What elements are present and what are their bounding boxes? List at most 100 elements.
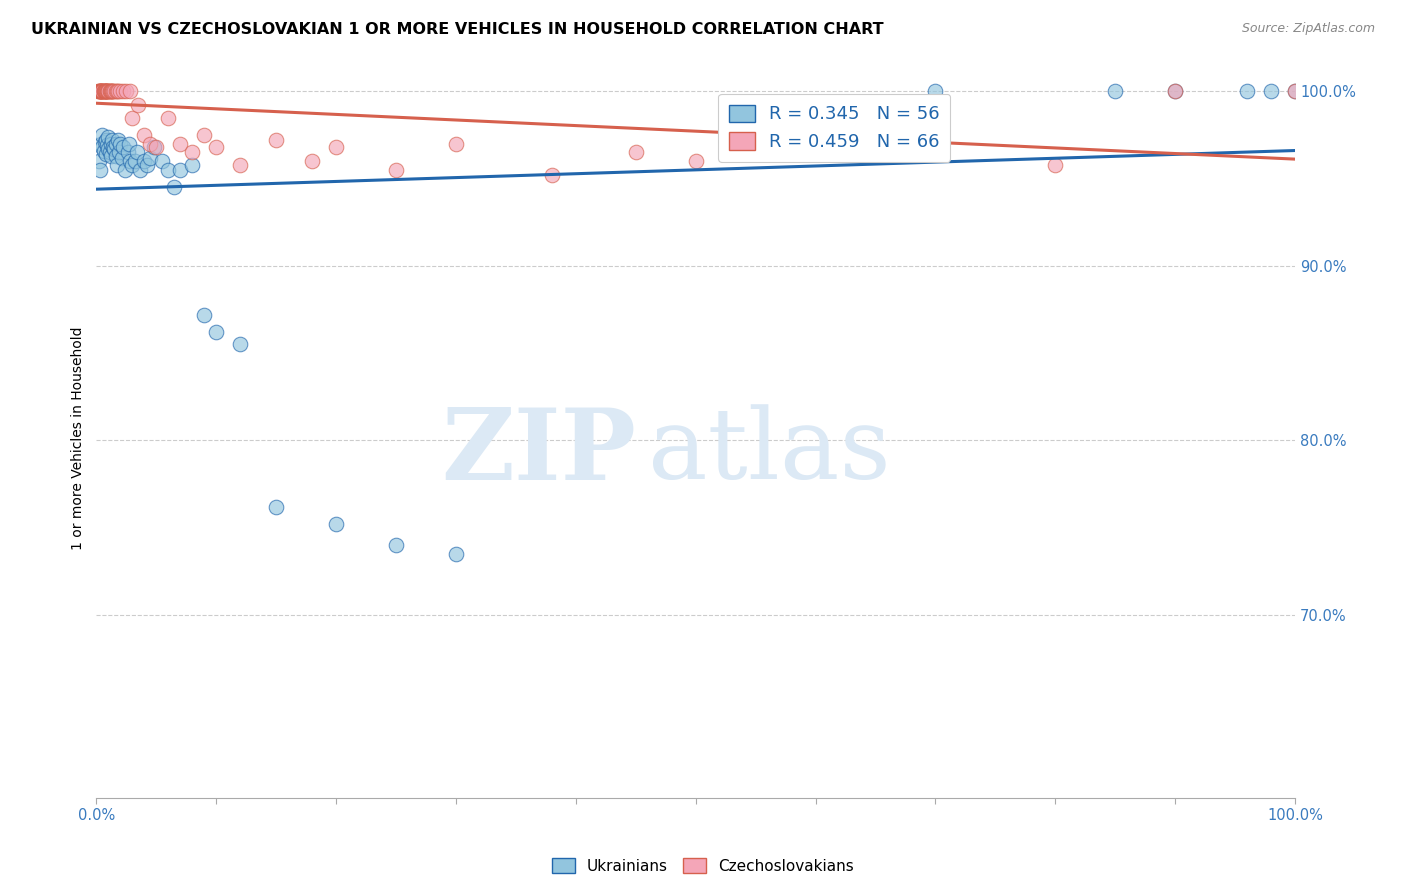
Text: Source: ZipAtlas.com: Source: ZipAtlas.com xyxy=(1241,22,1375,36)
Point xyxy=(193,308,215,322)
Point xyxy=(134,154,156,169)
Point xyxy=(127,98,149,112)
Point xyxy=(101,84,124,98)
Point xyxy=(108,145,131,160)
Point xyxy=(96,84,118,98)
Point xyxy=(86,84,108,98)
Point xyxy=(128,162,150,177)
Point xyxy=(90,136,112,151)
Point xyxy=(93,84,115,98)
Point xyxy=(104,136,127,151)
Point xyxy=(90,84,112,98)
Point xyxy=(301,154,323,169)
Point xyxy=(118,154,141,169)
Point xyxy=(181,158,204,172)
Point xyxy=(97,129,120,144)
Point xyxy=(97,142,120,156)
Point xyxy=(121,111,143,125)
Point xyxy=(87,84,110,98)
Point xyxy=(93,84,115,98)
Point xyxy=(139,151,162,165)
Point xyxy=(385,538,408,552)
Point xyxy=(111,84,134,98)
Point xyxy=(127,145,149,160)
Point xyxy=(157,111,180,125)
Text: ZIP: ZIP xyxy=(441,404,636,500)
Point xyxy=(89,162,111,177)
Point xyxy=(98,84,121,98)
Point xyxy=(117,145,139,160)
Point xyxy=(624,145,647,160)
Point xyxy=(97,84,120,98)
Point xyxy=(115,84,138,98)
Point xyxy=(93,84,115,98)
Point xyxy=(325,517,347,532)
Point xyxy=(96,138,118,153)
Point xyxy=(93,84,115,98)
Point xyxy=(91,84,114,98)
Point xyxy=(1045,158,1067,172)
Point xyxy=(97,84,120,98)
Point xyxy=(105,158,128,172)
Point xyxy=(444,136,467,151)
Point xyxy=(264,500,287,514)
Point xyxy=(100,84,122,98)
Point xyxy=(91,140,114,154)
Point xyxy=(181,145,204,160)
Point xyxy=(444,547,467,561)
Point xyxy=(1284,84,1306,98)
Point xyxy=(94,84,117,98)
Point xyxy=(124,154,146,169)
Point xyxy=(90,84,112,98)
Legend: R = 0.345   N = 56, R = 0.459   N = 66: R = 0.345 N = 56, R = 0.459 N = 66 xyxy=(718,94,950,162)
Point xyxy=(93,135,115,149)
Point xyxy=(107,84,129,98)
Point xyxy=(114,162,136,177)
Point xyxy=(1284,84,1306,98)
Point xyxy=(87,154,110,169)
Point xyxy=(91,84,114,98)
Legend: Ukrainians, Czechoslovakians: Ukrainians, Czechoslovakians xyxy=(546,852,860,880)
Point xyxy=(97,84,120,98)
Point xyxy=(111,140,134,154)
Point xyxy=(110,151,132,165)
Point xyxy=(101,140,124,154)
Point xyxy=(90,84,112,98)
Point xyxy=(134,128,156,142)
Point xyxy=(98,145,121,160)
Point xyxy=(91,84,114,98)
Point xyxy=(118,136,141,151)
Point xyxy=(89,84,111,98)
Point xyxy=(100,136,122,151)
Point xyxy=(101,133,124,147)
Point xyxy=(101,84,124,98)
Point xyxy=(541,168,564,182)
Point xyxy=(107,133,129,147)
Point xyxy=(264,133,287,147)
Point xyxy=(1164,84,1187,98)
Point xyxy=(685,154,707,169)
Point xyxy=(205,140,228,154)
Point xyxy=(94,84,117,98)
Point xyxy=(94,133,117,147)
Point xyxy=(91,84,114,98)
Point xyxy=(1236,84,1258,98)
Point xyxy=(145,140,167,154)
Point xyxy=(105,84,128,98)
Point xyxy=(94,147,117,161)
Point xyxy=(135,158,157,172)
Point xyxy=(1164,84,1187,98)
Point xyxy=(100,84,122,98)
Point xyxy=(103,84,125,98)
Point xyxy=(121,158,143,172)
Point xyxy=(104,84,127,98)
Point xyxy=(1104,84,1126,98)
Point xyxy=(110,84,132,98)
Point xyxy=(94,84,117,98)
Point xyxy=(169,162,191,177)
Point xyxy=(103,142,125,156)
Point xyxy=(87,84,110,98)
Point xyxy=(93,144,115,158)
Y-axis label: 1 or more Vehicles in Household: 1 or more Vehicles in Household xyxy=(72,326,86,549)
Point xyxy=(118,84,141,98)
